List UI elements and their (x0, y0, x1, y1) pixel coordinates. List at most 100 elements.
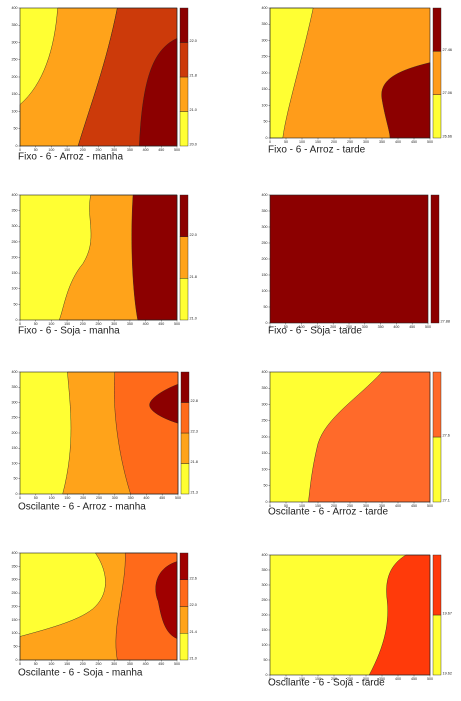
x-tick-label: 500 (174, 148, 180, 152)
x-tick-label: 50 (284, 325, 288, 329)
colorbar-band (179, 194, 189, 237)
y-tick-label: 350 (12, 385, 18, 389)
y-tick-label: 300 (12, 224, 18, 228)
x-tick-label: 400 (143, 148, 149, 152)
colorbar-label: 20.0 (190, 143, 197, 147)
y-tick-label: 200 (262, 435, 268, 439)
x-tick-label: 50 (284, 504, 288, 508)
y-tick-label: 250 (262, 241, 268, 245)
x-tick-label: 200 (331, 504, 337, 508)
colorbar-band (432, 7, 442, 52)
colorbar-band (180, 432, 190, 464)
contour-region (369, 555, 430, 675)
x-tick-label: 50 (284, 140, 288, 144)
y-tick-label: 400 (12, 370, 18, 374)
x-tick-label: 300 (112, 496, 118, 500)
x-tick-label: 500 (175, 496, 181, 500)
y-tick-label: 350 (262, 22, 268, 26)
panel: 0 50 100 150 200 250 300 350 400 450 500 0 50 100 150 2… (12, 193, 197, 337)
x-tick-label: 0 (269, 140, 271, 144)
x-tick-label: 350 (379, 677, 385, 681)
y-tick-label: 100 (262, 467, 268, 471)
x-tick-label: 300 (111, 148, 117, 152)
x-tick-label: 200 (330, 325, 336, 329)
y-tick-label: 400 (12, 551, 18, 555)
x-tick-label: 300 (362, 325, 368, 329)
colorbar-band (180, 463, 190, 495)
colorbar-band (432, 94, 442, 139)
x-tick-label: 150 (64, 322, 70, 326)
x-tick-label: 250 (96, 148, 102, 152)
y-tick-label: 300 (12, 400, 18, 404)
x-tick-label: 500 (174, 662, 180, 666)
contour-region (132, 195, 177, 320)
x-tick-label: 100 (299, 504, 305, 508)
y-tick-label: 50 (264, 484, 268, 488)
x-tick-label: 400 (393, 325, 399, 329)
y-tick-label: 50 (264, 305, 268, 309)
contour-region (308, 372, 430, 502)
y-tick-label: 100 (12, 631, 18, 635)
colorbar-label: 22.6 (190, 576, 197, 580)
y-tick-label: 400 (262, 6, 268, 10)
x-tick-label: 400 (395, 677, 401, 681)
x-tick-label: 50 (34, 322, 38, 326)
x-tick-label: 500 (427, 677, 433, 681)
y-tick-label: 0 (16, 144, 18, 148)
y-tick-label: 400 (262, 553, 268, 557)
colorbar-band (179, 278, 189, 321)
colorbar-band (179, 236, 189, 279)
x-tick-label: 450 (158, 148, 164, 152)
colorbar-band (432, 436, 442, 503)
colorbar-label: 27.06 (443, 91, 453, 95)
colorbar-band (179, 111, 189, 147)
colorbar-label: 27.88 (441, 320, 451, 324)
y-tick-label: 400 (12, 6, 18, 10)
panel-caption: Fixo - 6 - Arroz - manha (18, 152, 123, 163)
x-tick-label: 250 (347, 140, 353, 144)
panel: 0 50 100 150 200 250 300 350 400 450 500 0 50 100 150 2… (12, 551, 197, 679)
y-tick-label: 200 (262, 257, 268, 261)
colorbar-label: 22.8 (191, 399, 198, 403)
y-tick-label: 300 (262, 225, 268, 229)
colorbar-label: 19.62 (443, 672, 453, 676)
y-tick-label: 50 (14, 645, 18, 649)
x-tick-label: 0 (19, 662, 21, 666)
y-tick-label: 200 (12, 604, 18, 608)
y-tick-label: 150 (12, 92, 18, 96)
x-tick-label: 500 (427, 504, 433, 508)
y-tick-label: 0 (266, 500, 268, 504)
y-tick-label: 100 (12, 461, 18, 465)
x-tick-label: 150 (315, 504, 321, 508)
x-tick-label: 250 (347, 677, 353, 681)
y-tick-label: 50 (14, 302, 18, 306)
x-tick-label: 450 (158, 322, 164, 326)
x-tick-label: 50 (284, 677, 288, 681)
y-tick-label: 250 (262, 598, 268, 602)
y-tick-label: 100 (262, 103, 268, 107)
y-tick-label: 300 (12, 40, 18, 44)
contour-region (150, 384, 178, 423)
y-tick-label: 100 (262, 289, 268, 293)
panel: 0 50 100 150 200 250 300 350 400 450 500 0 50 100 150 2… (262, 193, 451, 337)
colorbar-label: 26.66 (443, 135, 453, 139)
x-tick-label: 150 (315, 677, 321, 681)
colorbar-label: 21.3 (191, 491, 198, 495)
panel: 0 50 100 150 200 250 300 350 400 450 500 0 50 100 150 2… (262, 6, 453, 156)
y-tick-label: 150 (12, 271, 18, 275)
x-tick-label: 150 (64, 496, 70, 500)
x-tick-label: 50 (34, 148, 38, 152)
colorbar-label: 27.46 (443, 48, 453, 52)
x-tick-label: 350 (127, 322, 133, 326)
y-tick-label: 200 (12, 75, 18, 79)
x-tick-label: 200 (80, 148, 86, 152)
y-tick-label: 0 (266, 321, 268, 325)
y-tick-label: 300 (262, 583, 268, 587)
y-tick-label: 350 (262, 568, 268, 572)
x-tick-label: 450 (411, 677, 417, 681)
y-tick-label: 250 (12, 58, 18, 62)
panel: 0 50 100 150 200 250 300 350 400 450 500 0 50 100 150 2… (262, 553, 453, 689)
x-tick-label: 150 (64, 662, 70, 666)
colorbar-band (430, 194, 440, 324)
